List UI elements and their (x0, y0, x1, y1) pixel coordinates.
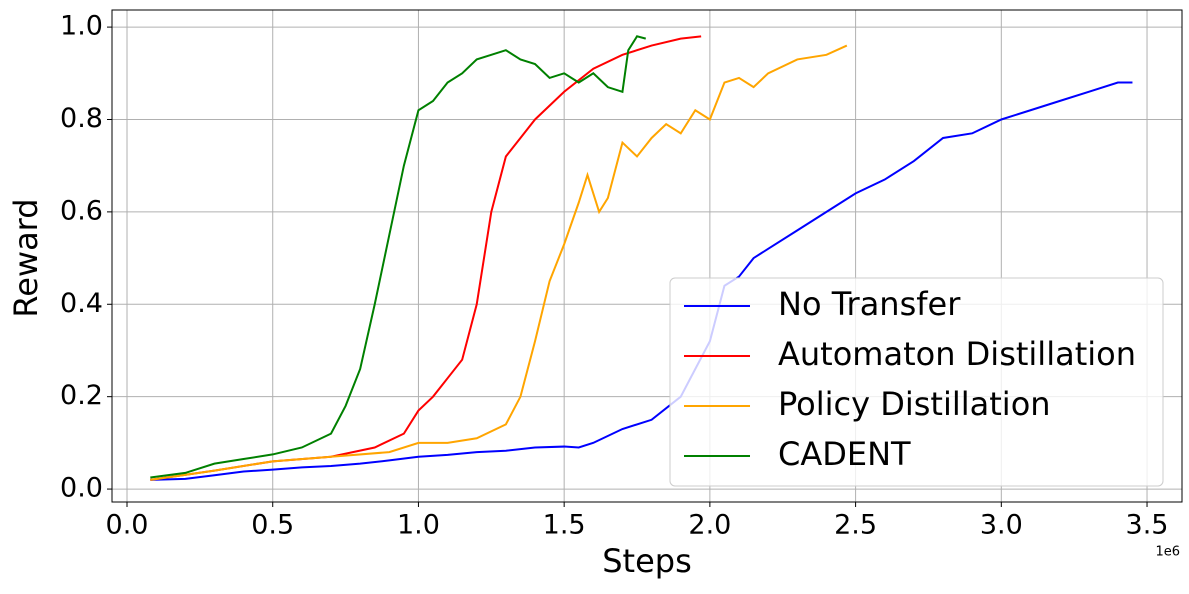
x-tick-label: 2.5 (834, 510, 877, 541)
series-line (150, 35, 702, 481)
legend-label: Policy Distillation (778, 385, 1051, 423)
y-tick-label: 0.0 (60, 473, 103, 504)
x-tick-label: 3.5 (1126, 510, 1169, 541)
series-line (150, 35, 647, 479)
series-line (150, 81, 1133, 481)
x-tick-label: 1.0 (397, 510, 440, 541)
series-line (150, 44, 848, 481)
x-tick-label: 0.0 (106, 510, 149, 541)
legend-box (669, 277, 1164, 487)
x-tick-label: 2.0 (688, 510, 731, 541)
legend-label: Automaton Distillation (778, 335, 1136, 373)
y-tick-label: 0.6 (60, 195, 103, 226)
legend: No Transfer Automaton Distillation Policy … (669, 277, 1164, 487)
y-tick-label: 0.4 (60, 288, 103, 319)
legend-label: No Transfer (778, 285, 961, 323)
x-offset-label: 1e6 (1155, 545, 1180, 560)
x-tick-label: 3.0 (980, 510, 1023, 541)
x-tick-label: 1.5 (543, 510, 586, 541)
x-axis-label: Steps (602, 542, 692, 580)
x-tick-label: 0.5 (251, 510, 294, 541)
y-tick-label: 0.2 (60, 380, 103, 411)
plot-frame (111, 9, 1183, 503)
y-axis-label: Reward (7, 198, 45, 317)
y-tick-label: 0.8 (60, 103, 103, 134)
y-tick-label: 1.0 (60, 11, 103, 42)
legend-label: CADENT (778, 435, 911, 473)
